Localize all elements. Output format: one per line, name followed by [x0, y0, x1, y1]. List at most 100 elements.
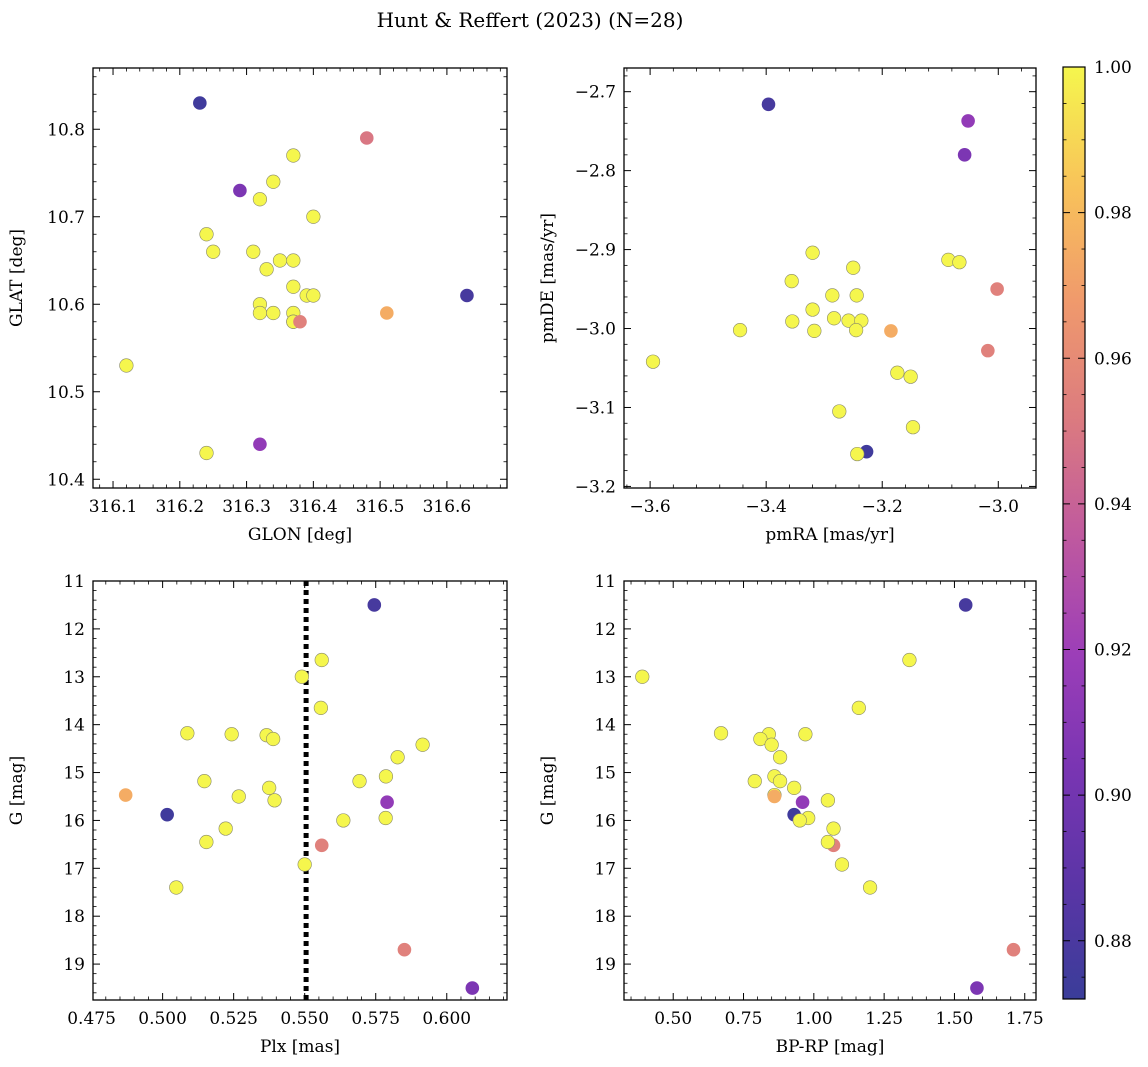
scatter-point [169, 880, 184, 895]
plx-points [118, 598, 480, 995]
y-tick-label: 10.7 [47, 208, 85, 228]
scatter-point [193, 96, 207, 110]
scatter-point [378, 810, 393, 826]
scatter-point [352, 774, 367, 789]
scatter-point [233, 183, 247, 198]
y-tick-label: 18 [594, 907, 616, 927]
y-tick-label: 11 [594, 572, 616, 592]
pm-points [645, 97, 1004, 462]
y-tick-label: 18 [63, 907, 85, 927]
y-axis-label: GLAT [deg] [7, 229, 27, 327]
y-tick-label: −3.1 [575, 398, 616, 418]
y-tick-label: 10.8 [47, 120, 85, 140]
colorbar-tick-label: 0.94 [1094, 495, 1132, 515]
colorbar-tick-label: 0.92 [1094, 641, 1132, 661]
y-tick-label: 12 [594, 620, 616, 640]
x-tick-label: 0.500 [138, 1009, 187, 1029]
scatter-point [314, 838, 329, 853]
y-tick-label: −3.2 [575, 477, 616, 497]
scatter-point [262, 780, 277, 795]
y-axis-label: G [mag] [7, 756, 27, 825]
scatter-point [313, 700, 328, 715]
y-tick-label: 13 [63, 668, 85, 688]
x-tick-label: −3.6 [629, 497, 670, 517]
scatter-point [180, 726, 195, 741]
scatter-point [903, 369, 918, 384]
scatter-point [246, 244, 261, 259]
cmd-points [635, 598, 1021, 995]
sky-frame [92, 67, 508, 489]
colorbar-tick-label: 0.90 [1094, 786, 1132, 806]
x-tick-label: 0.525 [209, 1009, 258, 1029]
scatter-point [764, 737, 779, 752]
scatter-point [415, 737, 430, 752]
proper-motion-panel: −3.6 −3.4 −3.2 −3.0 −3.2 −3.1 −3.0 −2.9 −2.8 −2.7… [538, 67, 1037, 545]
colorbar: 0.88 0.90 0.92 0.94 0.96 0.98 1.00 [1062, 58, 1132, 1000]
scatter-point [197, 774, 212, 789]
colorbar-tick-label: 0.96 [1094, 349, 1132, 369]
scatter-point [252, 192, 268, 207]
scatter-point [286, 279, 301, 294]
scatter-point [747, 774, 762, 789]
x-tick-label: 0.50 [654, 1009, 692, 1029]
scatter-point [785, 314, 800, 329]
scatter-point [792, 813, 807, 828]
scatter-point [834, 857, 850, 872]
x-tick-label: 0.475 [67, 1009, 116, 1029]
scatter-point [390, 750, 405, 765]
scatter-point [272, 253, 288, 268]
scatter-point [905, 420, 921, 435]
scatter-point [849, 288, 864, 303]
scatter-point [397, 942, 412, 957]
colorbar-ticks: 0.88 0.90 0.92 0.94 0.96 0.98 1.00 [1063, 58, 1132, 978]
scatter-point [795, 795, 810, 810]
scatter-point [286, 253, 301, 268]
scatter-point [805, 245, 820, 260]
y-tick-label: −3.0 [575, 320, 616, 340]
color-magnitude-panel: 0.50 0.75 1.00 1.25 1.50 1.75 11 12 13 14 15 16 17 18… [538, 572, 1044, 1057]
y-tick-label: 10.4 [47, 470, 85, 490]
y-tick-label: 12 [63, 620, 85, 640]
scatter-point [306, 288, 321, 303]
sky-position-panel: 316.1 316.2 316.3 316.4 316.5 316.6 10.4 10.5 10… [7, 67, 508, 545]
x-tick-label: 1.75 [1006, 1009, 1044, 1029]
scatter-point [820, 834, 835, 850]
y-tick-label: 14 [63, 716, 85, 736]
x-tick-label: −3.0 [978, 497, 1019, 517]
scatter-point [890, 365, 905, 380]
scatter-point [259, 262, 274, 277]
scatter-point [253, 437, 267, 452]
x-tick-label: 0.575 [351, 1009, 400, 1029]
scatter-point [772, 774, 788, 789]
y-tick-label: 15 [594, 764, 616, 784]
scatter-point [1006, 942, 1021, 957]
scatter-point [862, 880, 878, 895]
scatter-point [957, 148, 972, 162]
x-tick-label: 0.600 [422, 1009, 471, 1029]
x-tick-label: 0.75 [725, 1009, 763, 1029]
scatter-point [218, 821, 233, 836]
y-tick-label: 13 [594, 668, 616, 688]
scatter-point [902, 652, 917, 668]
colorbar-tick-label: 0.98 [1094, 204, 1132, 224]
y-axis-label: pmDE [mas/yr] [538, 213, 558, 343]
scatter-point [958, 598, 973, 612]
scatter-point [761, 97, 776, 112]
scatter-point [266, 731, 281, 747]
x-tick-label: 316.1 [89, 497, 138, 517]
scatter-point [380, 306, 394, 320]
scatter-point [359, 131, 374, 145]
scatter-point [266, 174, 281, 189]
y-tick-label: 19 [594, 955, 616, 975]
scatter-point [807, 323, 822, 338]
x-tick-label: 1.25 [865, 1009, 903, 1029]
scatter-point [825, 288, 840, 303]
scatter-point [753, 731, 768, 747]
colorbar-tick-label: 1.00 [1094, 58, 1132, 78]
scatter-point [850, 446, 865, 462]
x-tick-label: 1.00 [795, 1009, 833, 1029]
x-axis-label: BP-RP [mag] [776, 1037, 885, 1057]
scatter-point [767, 789, 782, 804]
scatter-point [970, 981, 984, 995]
